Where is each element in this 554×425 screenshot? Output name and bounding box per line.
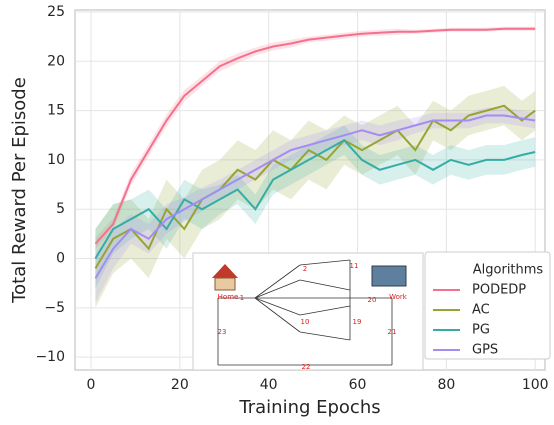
legend-label: PODEDP xyxy=(472,283,526,298)
home-icon xyxy=(212,264,238,278)
legend-box xyxy=(424,251,551,360)
y-tick-label: 25 xyxy=(47,4,65,20)
y-tick-label: 10 xyxy=(47,152,65,168)
x-tick-label: 0 xyxy=(87,377,96,393)
x-tick-label: 40 xyxy=(260,377,278,393)
error-band xyxy=(95,107,536,303)
series-line xyxy=(94,27,536,245)
inset-label: Work xyxy=(389,293,408,301)
inset-label: 10 xyxy=(301,318,310,326)
inset-edge xyxy=(299,305,351,316)
inset-label: 11 xyxy=(350,262,359,270)
series-line xyxy=(94,114,536,279)
legend-label: AC xyxy=(472,303,490,318)
y-axis-label: Total Reward Per Episode xyxy=(9,77,30,304)
inset-edge xyxy=(254,297,301,333)
legend-label: PG xyxy=(472,323,490,338)
home-body xyxy=(214,277,236,291)
series-line xyxy=(94,138,536,260)
legend-title: Algorithms xyxy=(473,263,544,278)
x-tick-label: 60 xyxy=(349,377,367,393)
inset-edge xyxy=(299,259,351,266)
inset: Home Work 1 2 10 11 19 20 21 22 23 xyxy=(192,252,424,371)
inset-label: Home xyxy=(218,293,239,301)
y-tick-label: 5 xyxy=(56,201,65,217)
inset-label: 2 xyxy=(303,265,307,273)
x-tick-label: 100 xyxy=(522,377,549,393)
inset-label: 1 xyxy=(240,294,244,302)
y-tick-label: −5 xyxy=(44,300,65,316)
inset-label: 21 xyxy=(388,328,397,336)
inset-edge xyxy=(299,331,351,341)
inset-edge xyxy=(254,279,301,299)
inset-edge xyxy=(254,264,301,299)
inset-label: 23 xyxy=(218,328,227,336)
inset-edge xyxy=(254,297,301,316)
y-tick-label: 15 xyxy=(47,103,65,119)
inset-label: 22 xyxy=(302,363,311,371)
x-axis-label: Training Epochs xyxy=(238,397,380,418)
error-band xyxy=(95,85,536,308)
inset-edge xyxy=(299,279,351,291)
work-icon xyxy=(371,265,407,287)
x-tick-label: 20 xyxy=(171,377,189,393)
y-tick-label: 0 xyxy=(56,251,65,267)
inset-label: 19 xyxy=(353,318,362,326)
inset-label: 20 xyxy=(368,296,377,304)
legend-label: GPS xyxy=(472,343,498,358)
y-tick-label: −10 xyxy=(35,349,65,365)
y-tick-label: 20 xyxy=(47,53,65,69)
error-band xyxy=(95,26,536,250)
x-tick-label: 80 xyxy=(437,377,455,393)
legend: Algorithms PODEDP AC PG GPS xyxy=(424,251,551,360)
